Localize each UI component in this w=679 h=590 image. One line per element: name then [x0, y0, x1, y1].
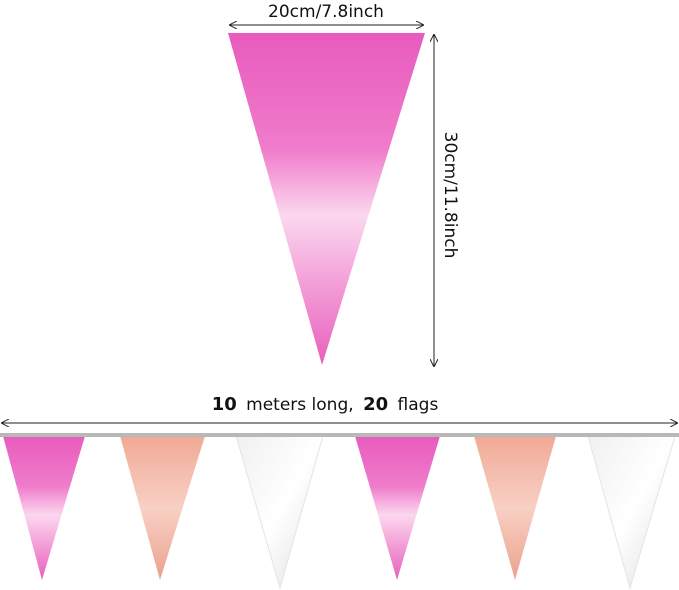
flag — [235, 435, 324, 590]
length-number: 10 — [212, 394, 237, 415]
length-label: 10 meters long, 20 flags — [212, 394, 439, 415]
length-text: meters long, — [246, 395, 354, 415]
flag — [355, 436, 440, 580]
height-label: 30cm/11.8inch — [440, 132, 460, 259]
flag — [3, 436, 85, 580]
flag — [120, 436, 205, 580]
flag-text: flags — [398, 395, 439, 415]
flag — [474, 436, 556, 580]
width-label: 20cm/7.8inch — [268, 2, 384, 22]
flag-large — [228, 33, 425, 365]
flag — [587, 435, 676, 590]
flag-count: 20 — [363, 394, 388, 415]
